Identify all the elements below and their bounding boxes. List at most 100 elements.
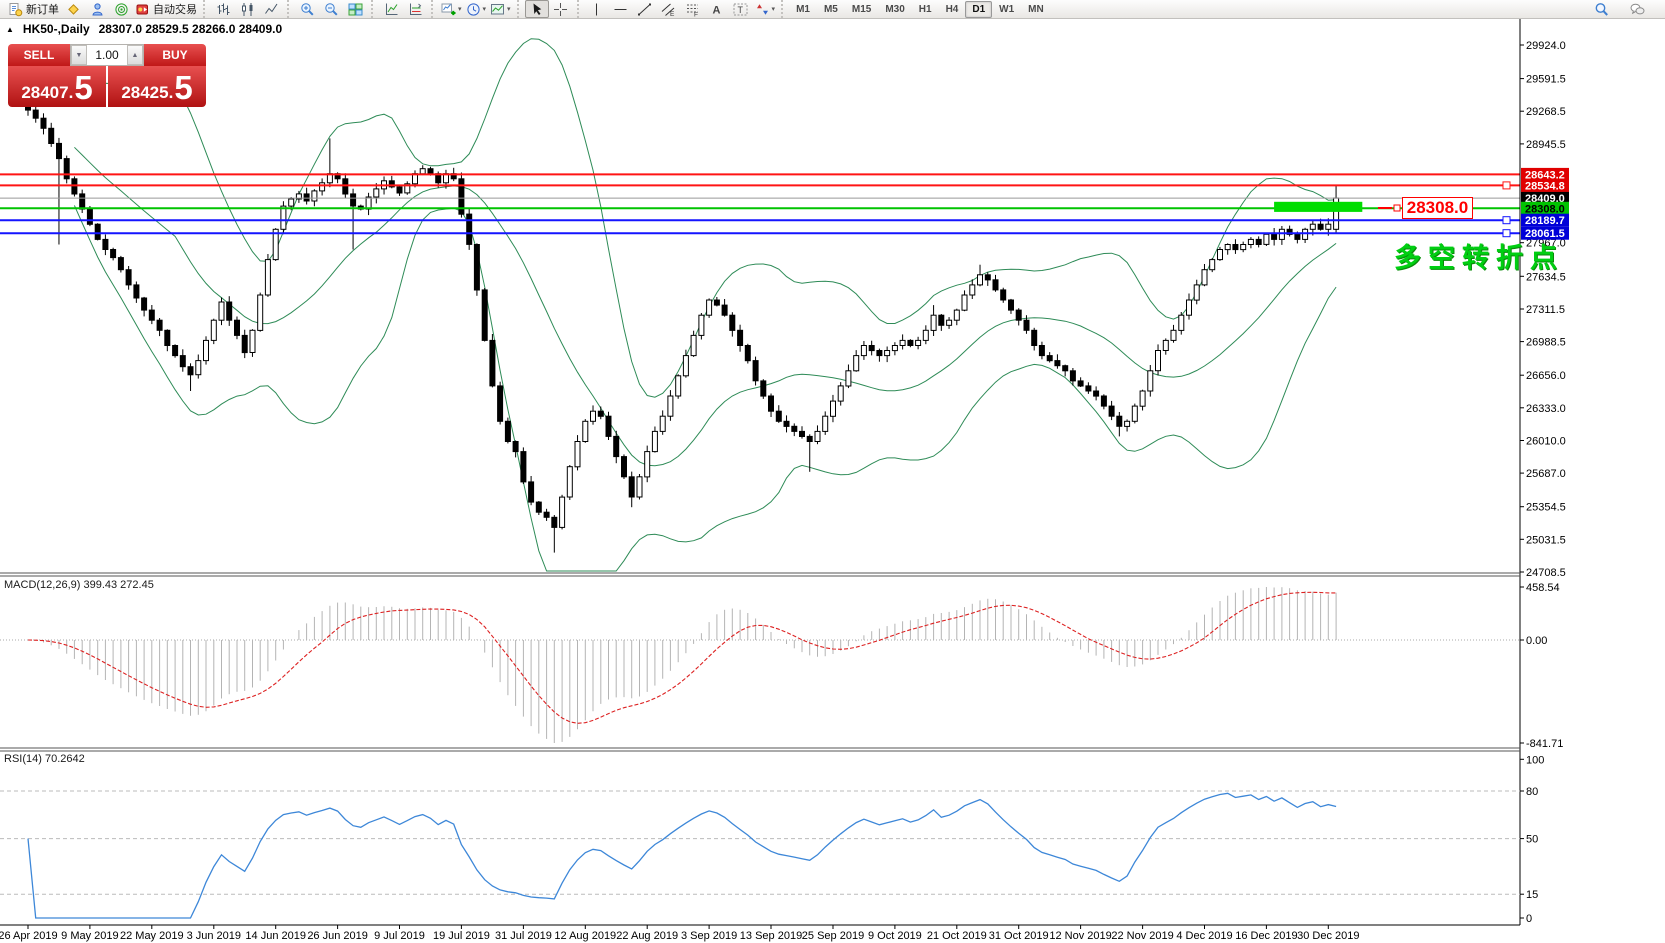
chat-button[interactable] [1625,0,1649,18]
text-label-button[interactable]: T [729,0,753,18]
timeframe-m5-button[interactable]: M5 [823,3,838,15]
buy-price[interactable]: 28425. 5 [108,66,206,107]
sell-button[interactable]: SELL [8,44,70,66]
price-tick-label: 27967.0 [1526,238,1566,250]
line-chart-icon [264,3,277,14]
indicators-icon [385,3,397,15]
search-button[interactable] [1589,0,1613,18]
equidistant-channel-button[interactable]: E [657,0,681,18]
candles-layer [25,98,1340,553]
buy-price-main: 28425. [121,83,174,102]
line-price-badge [1521,201,1569,215]
zoom-out-button[interactable] [319,0,343,18]
time-tick-label: 13 Sep 2019 [740,930,802,942]
time-tick-label: 14 Jun 2019 [245,930,306,942]
text-button[interactable]: A [705,0,729,18]
macd-axis-label: -841.71 [1526,738,1563,750]
time-tick-label: 31 Oct 2019 [989,930,1049,942]
candle-chart-icon [241,2,252,16]
time-tick-label: 9 Oct 2019 [868,930,922,942]
timeframe-h4-button[interactable]: H4 [945,3,959,15]
sell-price-main: 28407. [21,83,74,102]
price-tick-label: 28945.5 [1526,139,1566,151]
price-chart-svg[interactable]: 29924.0 29591.5 29268.5 28945.5 27967.0 27634… [0,18,1665,943]
line-chart-button[interactable] [259,0,283,18]
timeframe-mn-button[interactable]: MN [1028,3,1044,15]
vertical-line-button[interactable] [585,0,609,18]
price-tick-label: 24708.5 [1526,567,1566,579]
timeframe-d1-button[interactable]: D1 [965,0,993,18]
zoom-in-icon [300,2,314,16]
line-handle[interactable] [1502,216,1511,225]
dropdown-arrow-icon: ▾ [507,6,511,13]
indicator-windows-button[interactable] [403,0,427,18]
line-price-badge-text: 28189.7 [1525,215,1565,227]
cursor-button[interactable] [524,0,549,18]
chart-title: ▲ HK50-,Daily 28307.0 28529.5 28266.0 28… [6,22,282,36]
add-indicator-button[interactable]: ▾ [439,0,464,18]
time-tick-label: 3 Jun 2019 [187,930,241,942]
macd-axis-label: 458.54 [1526,582,1560,594]
macd-pane: 458.54 0.00 -841.71 [0,582,1563,750]
price-tag-handle[interactable] [1393,204,1401,212]
time-axis[interactable]: 26 Apr 2019 9 May 2019 22 May 2019 3 Jun 20… [0,925,1359,942]
timeframe-m30-button[interactable]: M30 [885,3,905,15]
line-price-badge [1521,167,1569,181]
tile-windows-button[interactable] [343,0,367,18]
sell-price-big-digit: 5 [74,69,93,106]
candle-chart-button[interactable] [235,0,259,18]
price-annotation-label[interactable]: 28308.0 [1402,197,1473,219]
periods-button[interactable]: ▾ [464,0,489,18]
fibonacci-button[interactable]: F [681,0,705,18]
indicators-button[interactable] [379,0,403,18]
highlight-rectangle[interactable] [1274,201,1363,212]
volume-input[interactable] [87,45,127,65]
new-order-button[interactable]: 新订单 [6,0,61,18]
timeframe-m1-button[interactable]: M1 [796,3,810,15]
time-tick-label: 16 Dec 2019 [1235,930,1297,942]
collapse-arrow-icon[interactable]: ▲ [6,24,14,34]
buy-button[interactable]: BUY [144,44,206,66]
market-watch-button[interactable] [85,0,109,18]
price-tick-label: 27634.5 [1526,271,1566,283]
bollinger-upper-band [74,38,1337,398]
templates-button[interactable]: ▾ [488,0,513,18]
trend-note-text[interactable]: 多空转折点 [1394,243,1564,273]
profiles-button[interactable] [61,0,85,18]
price-axis[interactable]: 29924.0 29591.5 29268.5 28945.5 27967.0 27634… [1519,18,1569,925]
autotrade-button[interactable]: 自动交易 [133,0,199,18]
periods-icon [466,2,480,16]
rsi-axis-label: 100 [1526,754,1544,766]
line-handle[interactable] [1502,181,1511,190]
volume-increase-button[interactable]: ▲ [127,45,143,65]
timeframe-h1-button[interactable]: H1 [918,3,932,15]
bar-chart-button[interactable] [211,0,235,18]
volume-decrease-button[interactable]: ▼ [71,45,87,65]
zoom-out-icon [324,2,338,16]
sell-price[interactable]: 28407. 5 [8,66,106,107]
line-handle[interactable] [1502,229,1511,238]
line-price-badge-text: 28534.8 [1525,180,1565,192]
navigator-button[interactable] [109,0,133,18]
timeframe-m15-button[interactable]: M15 [851,3,872,15]
horizontal-line-button[interactable] [609,0,633,18]
rsi-line [27,792,1337,919]
search-icon [1595,2,1608,16]
price-tick-label: 26333.0 [1526,403,1566,415]
trendline-button[interactable] [633,0,657,18]
chart-area[interactable]: 29924.0 29591.5 29268.5 28945.5 27967.0 27634… [0,18,1665,943]
timeframe-w1-button[interactable]: W1 [999,3,1015,15]
dropdown-arrow-icon: ▾ [458,6,462,13]
price-tick-label: 25031.5 [1526,534,1566,546]
zoom-in-button[interactable] [295,0,319,18]
arrows-button[interactable]: ▾ [753,0,778,18]
channel-icon: E [661,3,675,17]
templates-icon [491,3,505,14]
ohlc-values: 28307.0 28529.5 28266.0 28409.0 [98,22,283,36]
time-tick-label: 21 Oct 2019 [927,930,987,942]
time-tick-label: 19 Jul 2019 [433,930,490,942]
price-tick-label: 29268.5 [1526,106,1566,118]
time-tick-label: 9 Jul 2019 [374,930,425,942]
hline-icon [614,8,627,10]
crosshair-button[interactable] [549,0,573,18]
